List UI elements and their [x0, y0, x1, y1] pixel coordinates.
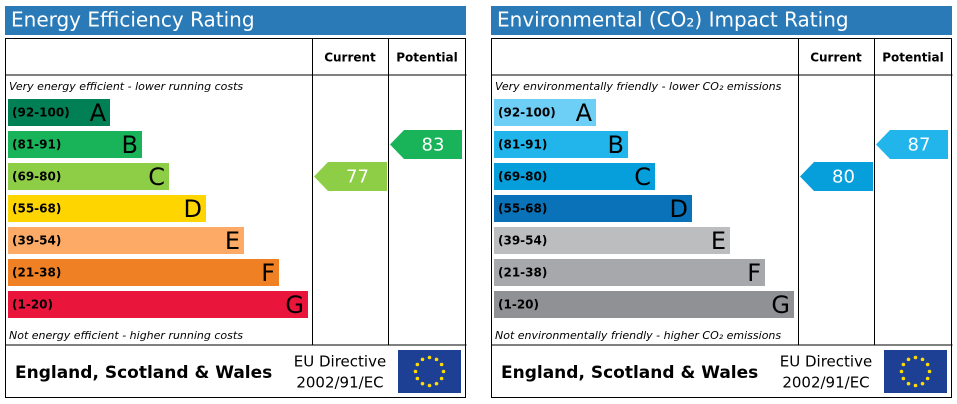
- current-header: Current: [324, 51, 376, 65]
- eu-star: [434, 357, 439, 362]
- band-letter: F: [747, 259, 761, 287]
- rating-value: 87: [908, 135, 931, 156]
- eu-star: [439, 376, 444, 381]
- eu-star: [413, 369, 418, 374]
- rating-panel: Energy Efficiency Rating Current Potential…: [5, 6, 467, 398]
- band-letter: F: [261, 259, 275, 287]
- rating-band: [8, 99, 110, 126]
- eu-star: [920, 381, 925, 386]
- eu-star: [901, 362, 906, 367]
- eu-star: [913, 383, 918, 388]
- rating-band: [494, 259, 765, 286]
- eu-star: [925, 376, 930, 381]
- potential-header: Potential: [882, 51, 944, 65]
- eu-star: [434, 381, 439, 386]
- eu-star: [901, 376, 906, 381]
- footer-directive: EU Directive: [294, 353, 386, 371]
- eu-star: [415, 362, 420, 367]
- title-bar: [491, 6, 952, 35]
- rating-band: [494, 163, 655, 190]
- rating-arrow: [314, 162, 387, 191]
- rating-band: [8, 227, 244, 254]
- band-letter: G: [285, 291, 304, 319]
- rating-value: 77: [346, 167, 369, 188]
- band-range: (81-91): [12, 138, 61, 152]
- panel-title: Environmental (CO₂) Impact Rating: [497, 8, 849, 32]
- band-letter: C: [148, 163, 165, 191]
- band-letter: E: [711, 227, 726, 255]
- footer-region: England, Scotland & Wales: [501, 363, 758, 383]
- band-range: (1-20): [12, 298, 53, 312]
- footer-directive: 2002/91/EC: [296, 374, 383, 392]
- band-letter: D: [670, 195, 688, 223]
- current-header: Current: [810, 51, 862, 65]
- eu-star: [427, 383, 432, 388]
- band-letter: A: [576, 99, 593, 127]
- band-range: (81-91): [498, 138, 547, 152]
- eu-star: [899, 369, 904, 374]
- band-letter: D: [184, 195, 202, 223]
- rating-value: 80: [832, 167, 855, 188]
- footer-directive: EU Directive: [780, 353, 872, 371]
- band-range: (39-54): [498, 234, 547, 248]
- band-range: (21-38): [12, 266, 61, 280]
- eu-star: [420, 381, 425, 386]
- frame: [5, 38, 466, 398]
- rating-band: [8, 131, 142, 158]
- band-range: (1-20): [498, 298, 539, 312]
- band-range: (55-68): [498, 202, 547, 216]
- band-range: (55-68): [12, 202, 61, 216]
- rating-arrow: [390, 130, 462, 159]
- rating-band: [8, 163, 169, 190]
- rating-band: [494, 291, 794, 318]
- eu-star: [906, 357, 911, 362]
- footer-region: England, Scotland & Wales: [15, 363, 272, 383]
- footer-directive: 2002/91/EC: [782, 374, 869, 392]
- rating-band: [8, 291, 308, 318]
- top-note: Very environmentally friendly - lower CO…: [495, 80, 782, 93]
- rating-band: [8, 195, 206, 222]
- band-letter: C: [634, 163, 651, 191]
- bottom-note: Not energy efficient - higher running co…: [9, 329, 243, 342]
- rating-band: [494, 195, 692, 222]
- bottom-note: Not environmentally friendly - higher CO…: [495, 329, 781, 342]
- rating-value: 83: [422, 135, 445, 156]
- eu-star: [913, 355, 918, 360]
- rating-arrow: [876, 130, 948, 159]
- band-range: (39-54): [12, 234, 61, 248]
- eu-star: [441, 369, 446, 374]
- rating-band: [494, 131, 628, 158]
- eu-star: [925, 362, 930, 367]
- eu-star: [439, 362, 444, 367]
- rating-band: [494, 227, 730, 254]
- title-bar: [5, 6, 466, 35]
- potential-header: Potential: [396, 51, 458, 65]
- eu-star: [906, 381, 911, 386]
- frame: [491, 38, 952, 398]
- rating-panel: Environmental (CO₂) Impact Rating Current…: [491, 6, 953, 398]
- top-note: Very energy efficient - lower running co…: [9, 80, 243, 93]
- band-range: (69-80): [498, 170, 547, 184]
- band-range: (21-38): [498, 266, 547, 280]
- band-letter: B: [608, 131, 624, 159]
- band-range: (92-100): [12, 106, 70, 120]
- rating-band: [8, 259, 279, 286]
- eu-star: [427, 355, 432, 360]
- band-range: (69-80): [12, 170, 61, 184]
- rating-arrow: [800, 162, 873, 191]
- band-letter: A: [90, 99, 107, 127]
- eu-star: [927, 369, 932, 374]
- rating-band: [494, 99, 596, 126]
- band-letter: G: [771, 291, 790, 319]
- band-range: (92-100): [498, 106, 556, 120]
- eu-star: [920, 357, 925, 362]
- eu-star: [420, 357, 425, 362]
- band-letter: B: [122, 131, 138, 159]
- panel-title: Energy Efficiency Rating: [11, 8, 255, 32]
- eu-star: [415, 376, 420, 381]
- band-letter: E: [225, 227, 240, 255]
